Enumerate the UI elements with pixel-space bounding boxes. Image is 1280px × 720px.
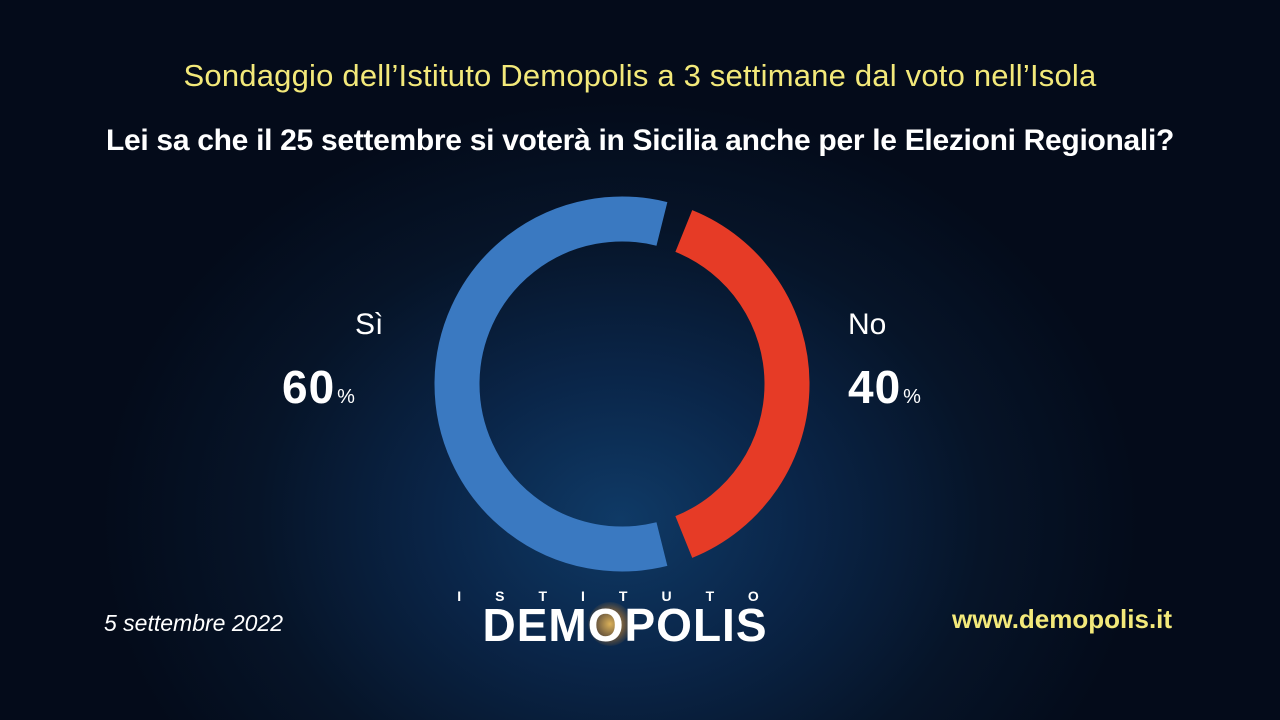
slice-label-si: Sì — [355, 308, 384, 341]
logo-demopolis-text: DEMOPOLIS — [482, 599, 768, 651]
logo-glow — [588, 602, 632, 646]
slice-unit-no: % — [903, 386, 921, 408]
logo-istituto-text: ISTITUTO — [457, 588, 793, 604]
donut-slice-no — [675, 210, 810, 558]
survey-question: Lei sa che il 25 settembre si voterà in … — [105, 124, 1175, 157]
survey-date: 5 settembre 2022 — [104, 610, 284, 636]
slice-value-no: 40 — [848, 361, 902, 413]
value-no-group: 40% — [848, 360, 921, 414]
donut-slice-si — [434, 196, 668, 572]
label-si-group: Sì — [355, 308, 383, 342]
slice-value-si: 60 — [282, 361, 336, 413]
demopolis-logo: ISTITUTO DEMOPOLIS — [430, 588, 820, 651]
value-si-group: 60% — [282, 360, 355, 414]
slice-unit-si: % — [337, 386, 355, 408]
survey-subtitle: Sondaggio dell’Istituto Demopolis a 3 se… — [183, 58, 1097, 93]
slice-label-no: No — [848, 308, 887, 341]
label-no-group: No — [848, 308, 886, 342]
website-link[interactable]: www.demopolis.it — [952, 604, 1173, 634]
